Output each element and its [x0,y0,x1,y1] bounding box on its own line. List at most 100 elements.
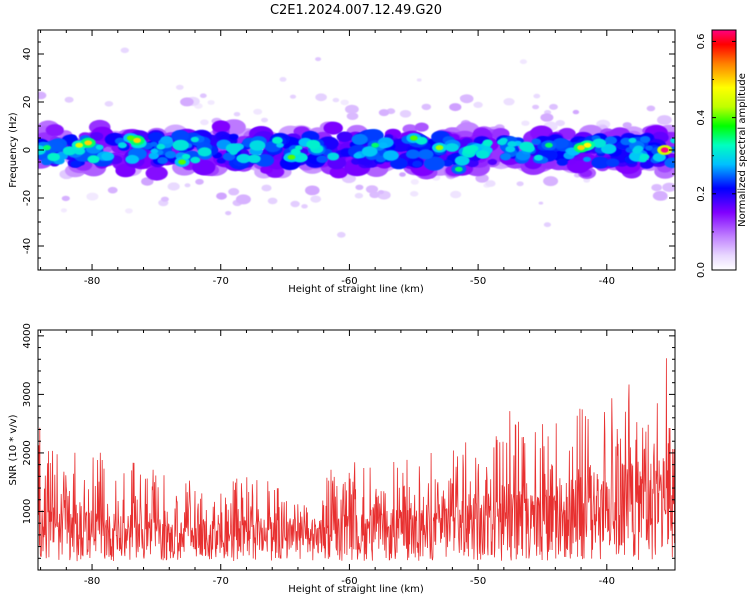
heatmap-cell [415,136,428,145]
heatmap-cell [533,93,541,99]
axis-ticks [38,30,675,270]
heatmap-cell [148,132,164,142]
heatmap-cell [353,152,362,159]
colorbar-tick-label: 0.2 [696,186,707,202]
heatmap-cell [315,93,327,102]
heatmap-cell [445,143,459,152]
heatmap-cell [365,185,379,194]
heatmap-cell [414,122,429,132]
heatmap-cell [540,113,554,122]
heatmap-cell [167,182,180,191]
heatmap-cell [211,120,231,133]
x-tick-label: -40 [599,576,615,587]
heatmap-cell [660,147,669,153]
heatmap-cell [507,141,517,148]
heatmap-cell [332,97,340,103]
heatmap-cell [632,147,641,154]
heatmap-cell [229,133,239,141]
heatmap-cell [410,191,419,197]
x-axis-label: Height of straight line (km) [288,584,424,595]
x-tick-label: -80 [84,576,100,587]
heatmap-cell [279,77,287,82]
heatmap-cell [406,149,420,159]
heatmap-cell [592,138,607,148]
heatmap-cell [149,141,158,147]
heatmap-cell [181,153,191,160]
heatmap-cell [646,105,656,112]
x-tick-label: -60 [341,576,357,587]
heatmap-cell [289,94,297,99]
heatmap-cell [450,190,462,199]
heatmap-cell [195,178,204,185]
heatmap-cell [549,103,558,110]
heatmap-cell [117,142,127,149]
x-tick-labels: -80 -70 -60 -50 -40 [84,276,615,287]
heatmap-cell [228,188,240,196]
heatmap-cell [657,115,672,125]
colorbar: 0.0 0.2 0.4 0.6 Normalized spectral ampl… [696,29,748,278]
y-tick-label: 4000 [22,323,33,348]
heatmap-cell [670,137,675,144]
heatmap-cell [652,190,668,201]
y-tick-label: 20 [22,96,33,109]
heatmap-cell [355,184,364,190]
heatmap-cell [497,139,507,146]
colorbar-tick-label: 0.0 [696,262,707,278]
heatmap-cell [160,136,173,144]
x-tick-label: -50 [470,576,486,587]
heatmap-cell [538,201,544,205]
heatmap-cell [47,152,60,162]
heatmap-cell [45,124,64,137]
heatmap-cell [363,129,384,143]
y-tick-label: 40 [22,48,33,61]
heatmap-cell [500,153,511,161]
plot-frame [37,329,676,571]
heatmap-cell [662,182,675,192]
heatmap-cell [157,157,168,164]
heatmap-cell [583,178,591,183]
heatmap-cell [125,154,139,164]
colorbar-gradient [712,30,736,270]
heatmap-cell [89,132,104,141]
heatmap-cell [409,135,418,141]
heatmap-cell [233,112,241,117]
heatmap-cell [337,231,346,238]
heatmap-cell [38,91,47,100]
x-tick-label: -50 [470,276,486,287]
heatmap-cell [199,93,207,98]
heatmap-cell [115,163,136,178]
heatmap-cell [225,143,241,154]
chart-title: C2E1.2024.007.12.49.G20 [270,3,442,18]
heatmap-cell [107,186,118,194]
heatmap-cell [229,149,238,155]
heatmap-cell [267,197,278,205]
heatmap-cell [190,136,199,143]
heatmap-cell [287,154,296,160]
heatmap-cell [383,150,399,161]
heatmap-cell [555,120,565,127]
heatmap-cell [664,157,675,169]
heatmap-cell [310,195,322,203]
y-tick-label: 2000 [22,440,33,465]
y-tick-labels: 40 20 0 -20 -40 [22,48,33,255]
heatmap-cell [454,166,463,172]
heatmap-cell [473,101,483,108]
heatmap-cell [272,136,283,144]
heatmap-cell [247,154,261,164]
heatmap-cell [399,110,412,118]
heatmap-cell [124,208,133,214]
heatmap-cell [43,145,51,151]
y-tick-label: -40 [22,238,33,254]
heatmap-cell [534,154,543,161]
heatmap-cell [354,192,364,199]
colorbar-tick-label: 0.4 [696,110,707,126]
spectrogram-panel: -80 -70 -60 -50 -40 40 20 0 -20 -40 Heig… [8,29,676,295]
heatmap-cell [261,184,272,192]
heatmap-cell [361,146,378,157]
heatmap-cell [148,152,159,160]
heatmap-cell [261,117,268,123]
heatmap-cell [591,156,610,169]
heatmap-cell [225,211,232,216]
heatmap-cell [519,141,534,152]
heatmap-cell [84,140,93,146]
